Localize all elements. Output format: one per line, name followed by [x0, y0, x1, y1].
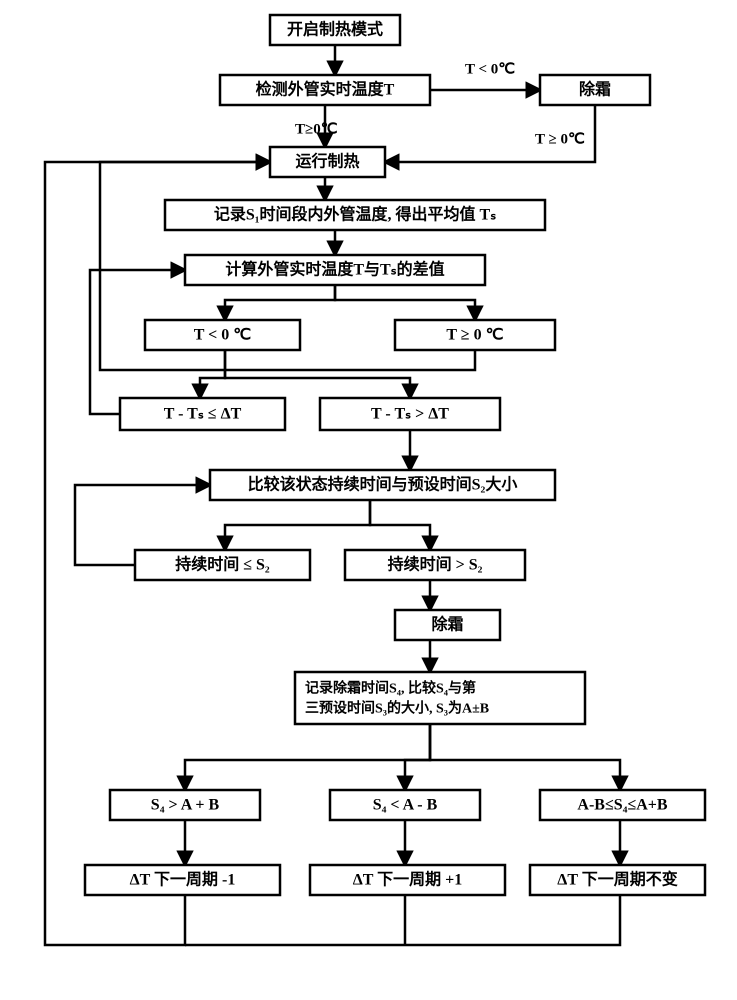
node-n_s4lt: S₄ < A - B [330, 790, 480, 820]
node-n_recS4: 记录除霜时间S₄, 比较S₄与第三预设时间S₃的大小, S₃为A±B [295, 672, 585, 724]
node-label: A-B≤S₄≤A+B [577, 797, 667, 814]
node-label: T - Tₛ ≤ ΔT [164, 406, 242, 423]
edge [225, 285, 335, 320]
edge [335, 285, 475, 320]
node-label: ΔT 下一周期 +1 [353, 870, 463, 889]
node-label: 计算外管实时温度T与Tₛ的差值 [225, 260, 444, 279]
node-label: S₄ > A + B [151, 797, 220, 814]
node-label: 开启制热模式 [287, 20, 383, 39]
node-label: 运行制热 [295, 152, 359, 171]
node-n_next_m1: ΔT 下一周期 -1 [85, 865, 280, 895]
node-n_next_p1: ΔT 下一周期 +1 [310, 865, 505, 895]
edge-label-e_tge0r: T ≥ 0℃ [535, 131, 585, 147]
node-n_tlt0: T < 0 ℃ [145, 320, 300, 350]
edge [430, 724, 620, 790]
node-n_defrost1: 除霜 [540, 75, 650, 105]
node-n_calcDiff: 计算外管实时温度T与Tₛ的差值 [185, 255, 485, 285]
node-n_cmpS2: 比较该状态持续时间与预设时间S₂大小 [210, 470, 555, 500]
node-label: 持续时间 > S₂ [388, 555, 483, 574]
node-n_dur_gt: 持续时间 > S₂ [345, 550, 525, 580]
node-label: 记录除霜时间S₄, 比较S₄与第 [305, 679, 476, 696]
edge [370, 500, 430, 550]
node-n_detectT: 检测外管实时温度T [220, 75, 430, 105]
edge-label-e_tlt0: T < 0℃ [465, 61, 515, 77]
edge-label-e_tge0l: T≥0℃ [295, 121, 338, 137]
node-n_dt_gt: T - Tₛ > ΔT [320, 398, 500, 430]
edge [225, 500, 370, 550]
node-label: T < 0 ℃ [194, 327, 252, 344]
node-label: T ≥ 0 ℃ [446, 327, 503, 344]
node-label: 三预设时间S₃的大小, S₃为A±B [305, 700, 489, 717]
node-n_start: 开启制热模式 [270, 15, 400, 45]
node-n_s4mid: A-B≤S₄≤A+B [540, 790, 705, 820]
node-n_runheat: 运行制热 [270, 147, 385, 177]
node-label: 记录S₁时间段内外管温度, 得出平均值 Tₛ [214, 205, 496, 224]
node-n_next_nc: ΔT 下一周期不变 [530, 865, 705, 895]
node-label: 比较该状态持续时间与预设时间S₂大小 [248, 475, 518, 494]
node-n_tge0: T ≥ 0 ℃ [395, 320, 555, 350]
node-label: S₄ < A - B [373, 797, 438, 814]
edge [405, 724, 430, 790]
edge [185, 895, 620, 945]
node-label: 除霜 [431, 615, 463, 634]
node-label: 持续时间 ≤ S₂ [175, 555, 270, 574]
node-n_defrost2: 除霜 [395, 610, 500, 640]
node-label: ΔT 下一周期 -1 [130, 870, 236, 889]
node-n_dur_le: 持续时间 ≤ S₂ [135, 550, 310, 580]
node-label: T - Tₛ > ΔT [371, 406, 449, 423]
edge [225, 350, 410, 398]
node-n_recordS1: 记录S₁时间段内外管温度, 得出平均值 Tₛ [165, 200, 545, 230]
node-n_s4gt: S₄ > A + B [110, 790, 260, 820]
node-label: ΔT 下一周期不变 [557, 870, 677, 889]
edge [185, 724, 430, 790]
flowchart-canvas: 开启制热模式检测外管实时温度T除霜运行制热记录S₁时间段内外管温度, 得出平均值… [0, 0, 737, 1000]
edge [200, 350, 225, 398]
node-n_dt_le: T - Tₛ ≤ ΔT [120, 398, 285, 430]
node-label: 除霜 [579, 80, 611, 99]
node-label: 检测外管实时温度T [256, 80, 395, 99]
